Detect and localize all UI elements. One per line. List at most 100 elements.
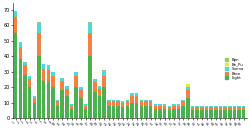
Bar: [228, 106, 232, 107]
Bar: [158, 109, 162, 118]
Bar: [224, 107, 227, 110]
Bar: [93, 82, 96, 92]
Bar: [18, 42, 22, 47]
Bar: [233, 106, 236, 107]
Bar: [102, 87, 106, 118]
Bar: [126, 106, 129, 118]
Bar: [130, 103, 134, 118]
Bar: [116, 99, 120, 101]
Bar: [168, 110, 171, 118]
Bar: [32, 98, 36, 103]
Bar: [65, 89, 69, 96]
Bar: [42, 69, 45, 81]
Bar: [88, 24, 92, 33]
Bar: [140, 99, 143, 101]
Bar: [60, 81, 64, 90]
Bar: [32, 96, 36, 98]
Bar: [98, 89, 101, 96]
Bar: [65, 96, 69, 118]
Legend: Bpn, Be_Pu, Sunna, Bron, Light: Bpn, Be_Pu, Sunna, Bron, Light: [224, 57, 244, 81]
Bar: [191, 110, 194, 118]
Bar: [107, 106, 110, 118]
Bar: [186, 90, 190, 98]
Bar: [154, 104, 157, 106]
Bar: [210, 106, 213, 107]
Bar: [242, 110, 246, 118]
Bar: [130, 93, 134, 96]
Bar: [84, 109, 87, 118]
Bar: [200, 110, 203, 118]
Bar: [74, 72, 78, 76]
Bar: [200, 106, 203, 107]
Bar: [79, 87, 82, 90]
Bar: [182, 101, 185, 106]
Bar: [144, 99, 148, 101]
Bar: [51, 76, 55, 87]
Bar: [135, 96, 138, 103]
Bar: [56, 99, 59, 101]
Bar: [177, 109, 180, 118]
Bar: [23, 65, 27, 75]
Bar: [32, 103, 36, 118]
Bar: [205, 106, 208, 107]
Bar: [177, 106, 180, 109]
Bar: [172, 104, 176, 106]
Bar: [112, 106, 115, 118]
Bar: [242, 107, 246, 110]
Bar: [233, 107, 236, 110]
Bar: [112, 99, 115, 101]
Bar: [144, 106, 148, 118]
Bar: [126, 99, 129, 101]
Bar: [70, 106, 73, 109]
Bar: [154, 106, 157, 109]
Bar: [149, 101, 152, 106]
Bar: [37, 22, 41, 24]
Bar: [191, 107, 194, 110]
Bar: [172, 106, 176, 109]
Bar: [79, 90, 82, 98]
Bar: [186, 98, 190, 118]
Bar: [140, 106, 143, 118]
Bar: [102, 72, 106, 76]
Bar: [228, 110, 232, 118]
Bar: [116, 101, 120, 106]
Bar: [219, 107, 222, 110]
Bar: [51, 72, 55, 76]
Bar: [56, 106, 59, 118]
Bar: [28, 79, 32, 87]
Bar: [149, 106, 152, 118]
Bar: [42, 64, 45, 69]
Bar: [168, 106, 171, 107]
Bar: [158, 106, 162, 109]
Bar: [186, 84, 190, 87]
Bar: [177, 104, 180, 106]
Bar: [88, 56, 92, 118]
Bar: [14, 17, 18, 33]
Bar: [65, 86, 69, 89]
Bar: [14, 11, 18, 17]
Bar: [79, 98, 82, 118]
Bar: [182, 99, 185, 101]
Bar: [205, 107, 208, 110]
Bar: [56, 101, 59, 106]
Bar: [228, 107, 232, 110]
Bar: [74, 87, 78, 118]
Bar: [163, 109, 166, 118]
Bar: [196, 107, 199, 110]
Bar: [205, 110, 208, 118]
Bar: [210, 107, 213, 110]
Bar: [224, 106, 227, 107]
Bar: [219, 106, 222, 107]
Bar: [93, 79, 96, 82]
Bar: [196, 110, 199, 118]
Bar: [219, 110, 222, 118]
Bar: [37, 56, 41, 118]
Bar: [154, 109, 157, 118]
Bar: [37, 24, 41, 33]
Bar: [46, 70, 50, 82]
Bar: [144, 101, 148, 106]
Bar: [37, 33, 41, 56]
Bar: [102, 76, 106, 87]
Bar: [116, 106, 120, 118]
Bar: [107, 99, 110, 101]
